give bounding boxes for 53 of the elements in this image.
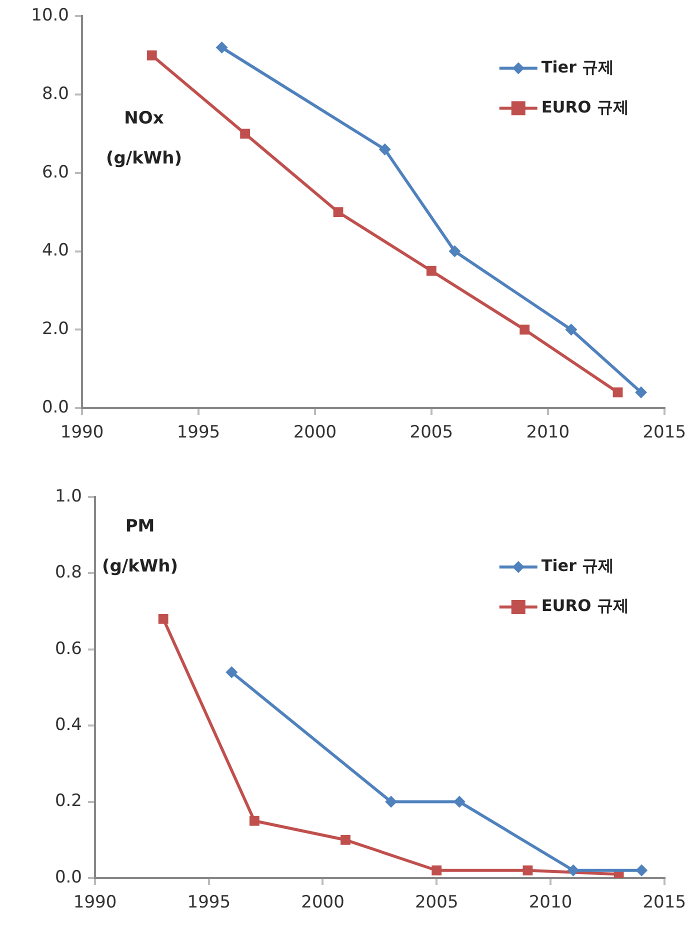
point — [146, 50, 157, 60]
point — [448, 245, 461, 258]
point — [453, 796, 466, 808]
point — [340, 834, 350, 845]
annotation: NOx — [124, 108, 164, 129]
point — [385, 796, 398, 808]
legend-label: Tier 규제 — [541, 556, 614, 576]
annotation: PM — [125, 516, 155, 536]
y-tick-label: 6.0 — [42, 162, 69, 182]
point — [240, 128, 250, 139]
x-tick-label: 2000 — [293, 422, 337, 443]
x-tick-label: 2005 — [410, 422, 454, 443]
y-tick-label: 0.8 — [54, 562, 82, 583]
y-tick-label: 0.4 — [54, 715, 82, 736]
x-tick-label: 2005 — [414, 892, 458, 913]
point — [612, 387, 623, 398]
x-tick-label: 2000 — [301, 892, 344, 913]
point — [378, 143, 391, 156]
y-tick-label: 1.0 — [54, 486, 82, 506]
x-tick-label: 1990 — [73, 892, 117, 913]
x-tick-label: 1995 — [187, 892, 231, 913]
x-tick-label: 2015 — [642, 892, 686, 913]
point — [565, 324, 578, 336]
point — [249, 816, 260, 826]
y-tick-label: 10.0 — [31, 6, 69, 26]
y-tick-label: 0.0 — [42, 397, 69, 418]
legend-label: Tier 규제 — [541, 57, 614, 76]
point — [226, 666, 238, 678]
y-tick-label: 0.2 — [54, 791, 82, 812]
x-tick-label: 1995 — [176, 422, 220, 443]
x-tick-label: 2010 — [528, 892, 572, 913]
annotation: (g/kWh) — [106, 148, 182, 169]
y-tick-label: 2.0 — [42, 319, 69, 340]
point — [426, 266, 436, 276]
point — [432, 865, 442, 876]
point — [522, 865, 533, 876]
legend-label: EURO 규제 — [541, 596, 629, 616]
y-tick-label: 0.6 — [54, 638, 82, 659]
point — [567, 864, 580, 876]
x-tick-label: 2010 — [526, 422, 570, 443]
point — [635, 386, 648, 398]
annotation: (g/kWh) — [102, 556, 178, 576]
y-tick-label: 4.0 — [42, 240, 69, 261]
point — [333, 207, 344, 218]
y-tick-label: 0.0 — [54, 867, 82, 888]
point — [520, 324, 530, 335]
x-tick-label: 1990 — [60, 422, 104, 443]
y-tick-label: 8.0 — [42, 84, 69, 104]
point — [636, 864, 648, 876]
legend-label: EURO 규제 — [541, 97, 629, 116]
point — [158, 614, 168, 624]
x-tick-label: 2015 — [642, 422, 686, 443]
point — [216, 42, 228, 54]
